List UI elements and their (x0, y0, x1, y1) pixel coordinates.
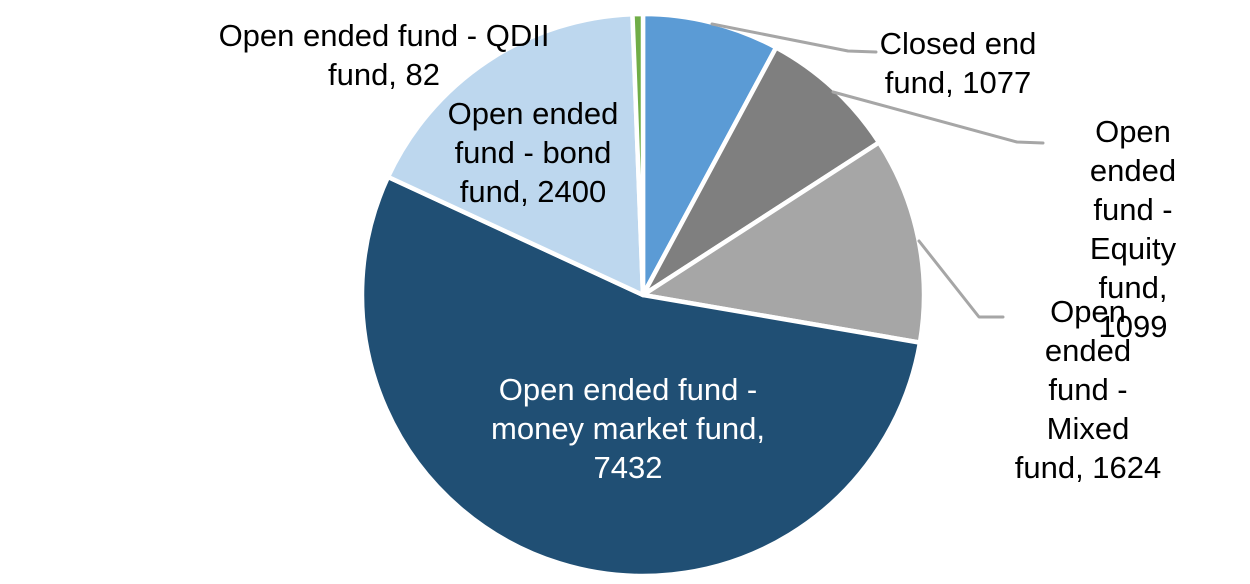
pie-label-qdii-fund: Open ended fund - QDII fund, 82 (218, 18, 550, 92)
leader-line-closed-end-fund (710, 22, 878, 54)
pie-label-equity-fund: Open ended fund - Equity fund, 1099 (1089, 114, 1177, 344)
pie-slice-mixed-fund (640, 140, 927, 345)
pie-slice-qdii-fund (630, 11, 646, 298)
pie-slice-bond-fund (385, 11, 646, 298)
pie-label-money-market-fund: Open ended fund - money market fund, 743… (491, 372, 765, 485)
pie-slice-money-market-fund (359, 174, 923, 579)
pie-label-bond-fund: Open ended fund - bond fund, 2400 (447, 96, 619, 209)
leader-lines-group (710, 22, 1045, 319)
leader-line-equity-fund (831, 90, 1045, 145)
pie-slice-closed-end-fund (640, 11, 779, 298)
pie-slices-group (359, 11, 927, 579)
pie-label-closed-end-fund: Closed end fund, 1077 (879, 26, 1037, 100)
pie-slice-equity-fund (640, 45, 882, 298)
pie-label-mixed-fund: Open ended fund - Mixed fund, 1624 (1014, 294, 1162, 485)
leader-line-mixed-fund (917, 239, 1005, 319)
